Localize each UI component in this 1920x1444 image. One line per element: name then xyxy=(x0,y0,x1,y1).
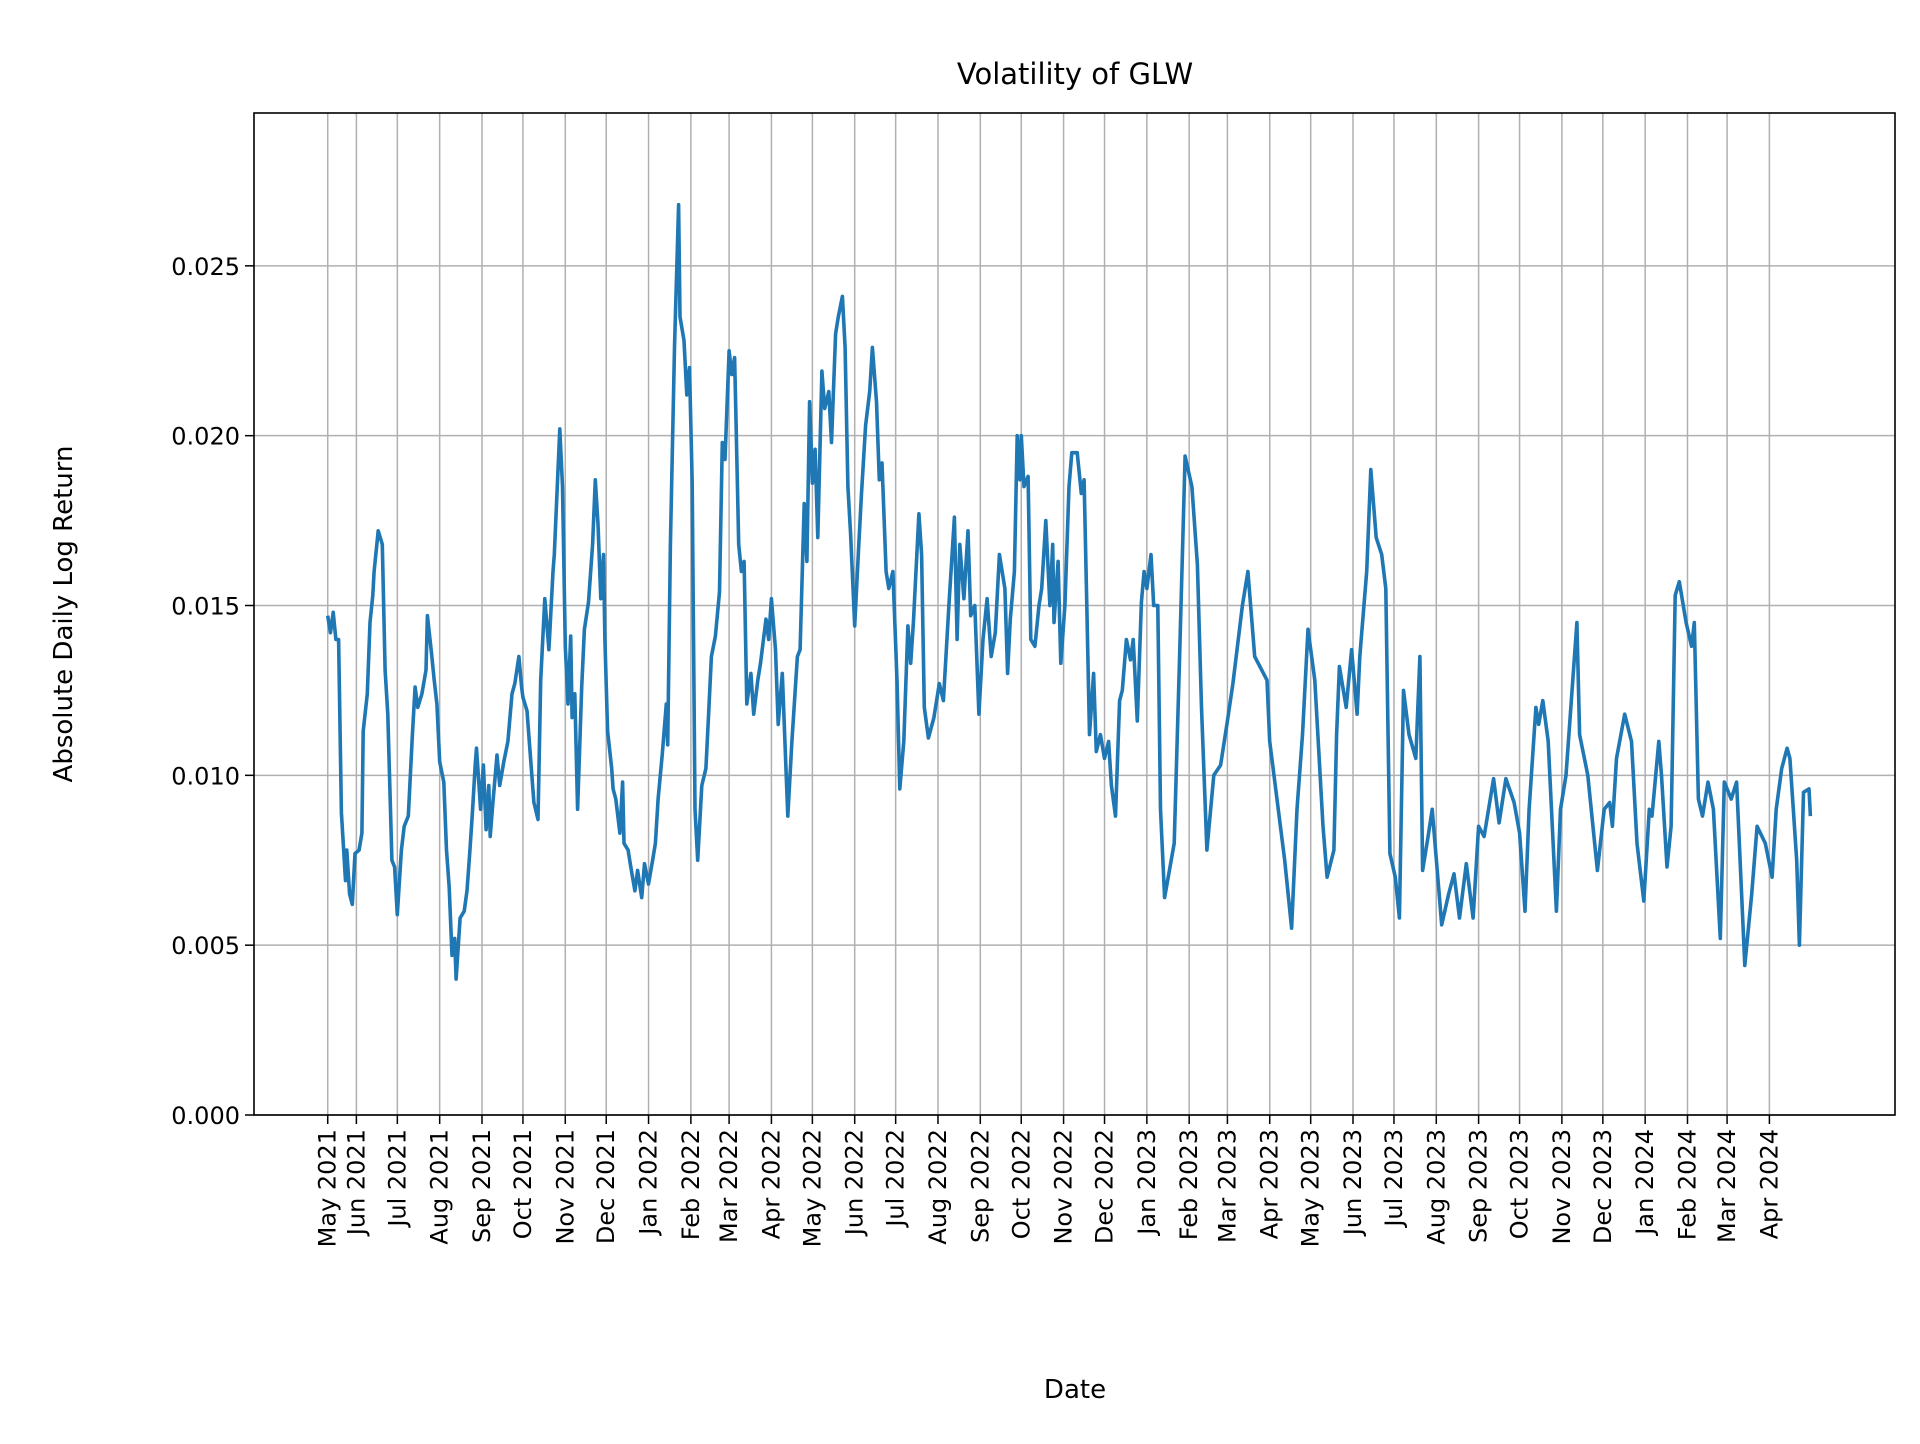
y-axis-ticks: 0.000 0.005 0.010 0.015 0.020 0.025 xyxy=(171,253,254,1130)
x-tick-label: Jun 2022 xyxy=(841,1129,869,1237)
y-tick-label: 0.010 xyxy=(171,762,240,790)
x-tick-label: Mar 2022 xyxy=(715,1129,743,1243)
x-tick-label: Sep 2022 xyxy=(966,1129,994,1243)
x-tick-label: Dec 2022 xyxy=(1091,1129,1119,1244)
x-tick-label: Feb 2024 xyxy=(1673,1129,1701,1240)
grid-lines xyxy=(254,113,1895,1116)
x-axis-ticks: May 2021 Jun 2021 Jul 2021 Aug 2021 Sep 2021… xyxy=(314,1115,1783,1247)
x-tick-label: Apr 2024 xyxy=(1755,1129,1783,1239)
x-tick-label: Oct 2023 xyxy=(1506,1129,1534,1239)
x-tick-label: Sep 2021 xyxy=(468,1129,496,1243)
x-tick-label: Jun 2021 xyxy=(342,1129,370,1237)
x-tick-label: Jun 2023 xyxy=(1339,1129,1367,1237)
x-tick-label: Jan 2022 xyxy=(635,1129,663,1237)
x-tick-label: Dec 2023 xyxy=(1589,1129,1617,1244)
x-tick-label: Nov 2021 xyxy=(551,1129,579,1245)
x-tick-label: Feb 2023 xyxy=(1175,1129,1203,1240)
x-tick-label: Oct 2022 xyxy=(1007,1129,1035,1239)
x-tick-label: May 2023 xyxy=(1297,1129,1325,1247)
y-tick-label: 0.015 xyxy=(171,593,240,621)
x-tick-label: Oct 2021 xyxy=(509,1129,537,1239)
x-tick-label: Mar 2024 xyxy=(1713,1129,1741,1243)
x-tick-label: Mar 2023 xyxy=(1213,1129,1241,1243)
x-tick-label: Aug 2021 xyxy=(426,1129,454,1245)
x-tick-label: May 2022 xyxy=(798,1129,826,1247)
x-tick-label: Sep 2023 xyxy=(1465,1129,1493,1243)
x-tick-label: Nov 2023 xyxy=(1548,1129,1576,1245)
y-tick-label: 0.005 xyxy=(171,932,240,960)
y-tick-label: 0.000 xyxy=(171,1102,240,1130)
x-tick-label: Jul 2022 xyxy=(882,1129,910,1229)
x-tick-label: May 2021 xyxy=(314,1129,342,1247)
volatility-line xyxy=(325,202,1813,981)
chart-title: Volatility of GLW xyxy=(957,57,1193,91)
x-tick-label: Dec 2021 xyxy=(592,1129,620,1244)
x-tick-label: Aug 2023 xyxy=(1422,1129,1450,1245)
x-tick-label: Nov 2022 xyxy=(1050,1129,1078,1245)
x-axis-label: Date xyxy=(1044,1375,1106,1405)
plot-frame xyxy=(253,112,1896,1116)
x-tick-label: Apr 2023 xyxy=(1256,1129,1284,1239)
x-tick-label: Jan 2024 xyxy=(1631,1129,1659,1237)
x-tick-label: Apr 2022 xyxy=(757,1129,785,1239)
y-axis-label: Absolute Daily Log Return xyxy=(49,446,79,783)
x-tick-label: Jul 2023 xyxy=(1380,1129,1408,1229)
x-tick-label: Jul 2021 xyxy=(383,1129,411,1229)
series-layer xyxy=(325,202,1813,981)
x-tick-label: Feb 2022 xyxy=(677,1129,705,1240)
x-tick-label: Jan 2023 xyxy=(1133,1129,1161,1237)
y-tick-label: 0.020 xyxy=(171,423,240,451)
x-tick-label: Aug 2022 xyxy=(924,1129,952,1245)
y-tick-label: 0.025 xyxy=(171,253,240,281)
